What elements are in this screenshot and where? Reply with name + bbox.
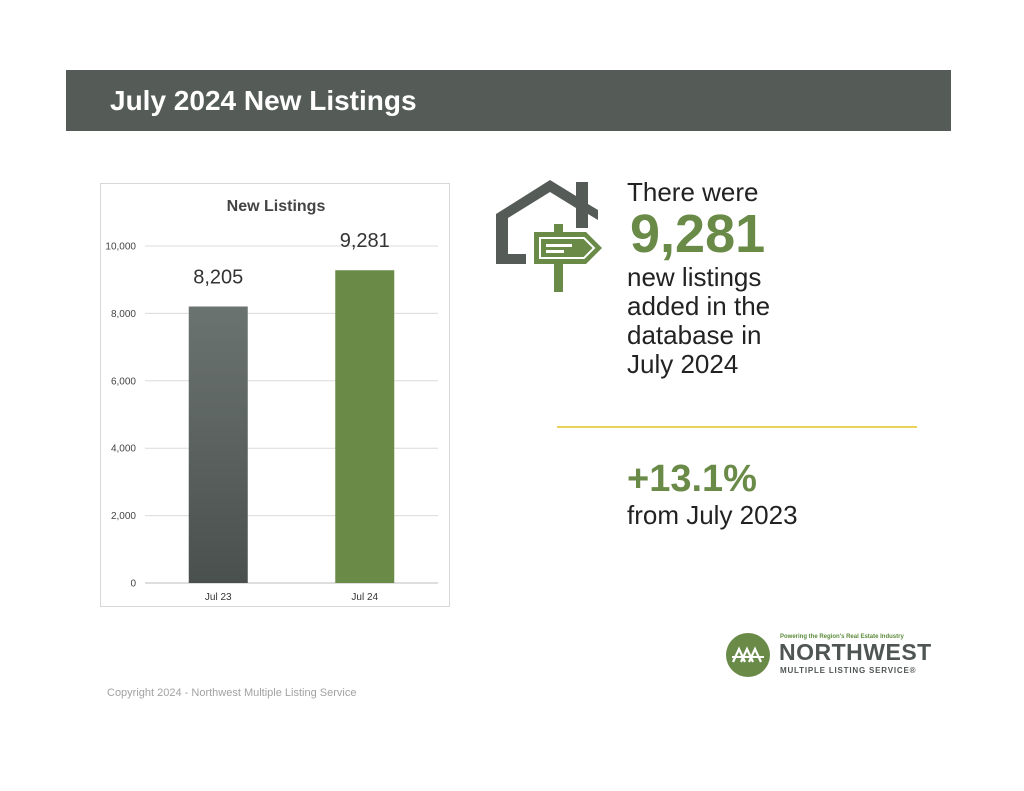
bar-value-label: 8,205	[193, 266, 243, 288]
stat-line: added in the	[627, 291, 771, 321]
stat-line: database in	[627, 320, 762, 350]
x-tick-label: Jul 24	[351, 592, 378, 603]
bar	[335, 270, 395, 583]
logo-name: NORTHWEST	[779, 639, 932, 665]
change-value: +13.1%	[627, 458, 757, 500]
y-tick-label: 8,000	[111, 309, 136, 320]
bar-chart-svg: New Listings 0 2,000 4,000 6,000 8,000 10,000…	[105, 198, 438, 603]
logo-tagline: Powering the Region's Real Estate Indust…	[780, 634, 904, 640]
x-tick-label: Jul 23	[205, 592, 232, 603]
divider	[557, 426, 917, 428]
nwmls-logo: Powering the Region's Real Estate Indust…	[724, 632, 934, 678]
bar-chart: New Listings 0 2,000 4,000 6,000 8,000 10,000…	[100, 183, 450, 607]
bar-value-label: 9,281	[340, 230, 390, 252]
page-title: July 2024 New Listings	[110, 84, 417, 116]
y-tick-label: 0	[130, 579, 136, 590]
copyright-text: Copyright 2024 - Northwest Multiple List…	[107, 687, 357, 699]
y-tick-label: 10,000	[105, 242, 136, 253]
stat-value: 9,281	[630, 204, 766, 264]
stat-intro: There were	[627, 177, 759, 207]
y-tick-label: 2,000	[111, 511, 136, 522]
house-signpost-icon	[496, 180, 602, 292]
stat-line: July 2024	[627, 349, 739, 379]
header-bar: July 2024 New Listings	[66, 70, 951, 131]
y-tick-label: 6,000	[111, 376, 136, 387]
logo-subtitle: MULTIPLE LISTING SERVICE®	[780, 666, 917, 675]
stat-block: There were 9,281 new listings added in t…	[627, 178, 927, 379]
stat-line: new listings	[627, 262, 762, 292]
bar	[188, 306, 248, 583]
change-label: from July 2023	[627, 500, 798, 530]
change-block: +13.1% from July 2023	[627, 458, 927, 530]
nwmls-logo-icon	[726, 633, 770, 677]
y-tick-label: 4,000	[111, 444, 136, 455]
chart-title: New Listings	[227, 198, 326, 215]
